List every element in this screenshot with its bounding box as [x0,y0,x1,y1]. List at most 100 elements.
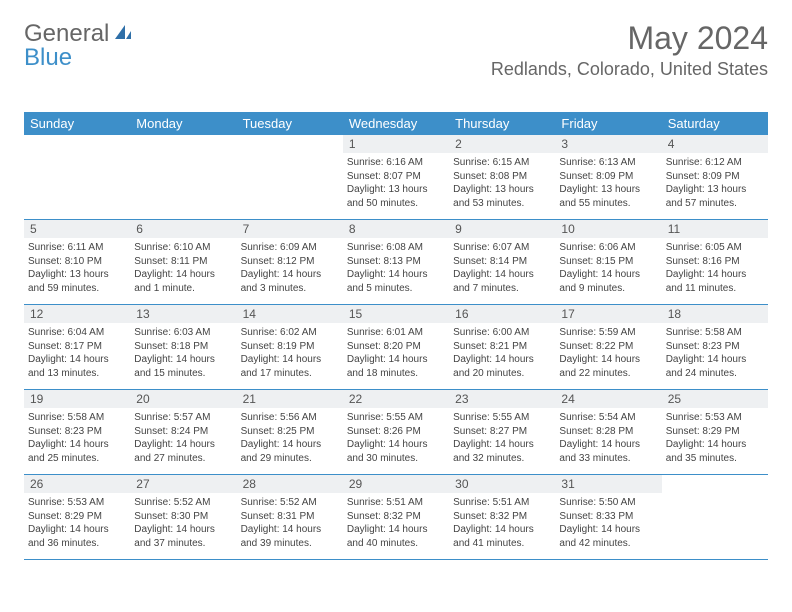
day-daylight1: Daylight: 14 hours [134,523,232,537]
day-cell: 9 Sunrise: 6:07 AMSunset: 8:14 PMDaylight… [449,220,555,304]
day-sunrise: Sunrise: 5:56 AM [241,411,339,425]
day-body: Sunrise: 5:53 AMSunset: 8:29 PMDaylight:… [662,408,768,471]
day-cell: 19Sunrise: 5:58 AMSunset: 8:23 PMDayligh… [24,390,130,474]
day-number: 3 [555,135,661,153]
day-sunset: Sunset: 8:18 PM [134,340,232,354]
weekday-saturday: Saturday [662,112,768,135]
day-sunset: Sunset: 8:32 PM [347,510,445,524]
day-cell: 27Sunrise: 5:52 AMSunset: 8:30 PMDayligh… [130,475,236,559]
day-daylight1: Daylight: 14 hours [28,438,126,452]
day-body: Sunrise: 5:55 AMSunset: 8:27 PMDaylight:… [449,408,555,471]
day-number: 14 [237,305,343,323]
day-daylight2: and 11 minutes. [666,282,764,296]
day-daylight1: Daylight: 13 hours [347,183,445,197]
day-cell: 16Sunrise: 6:00 AMSunset: 8:21 PMDayligh… [449,305,555,389]
day-empty: 0 [24,135,130,219]
day-daylight1: Daylight: 14 hours [347,268,445,282]
day-sunset: Sunset: 8:26 PM [347,425,445,439]
weekday-wednesday: Wednesday [343,112,449,135]
day-sunrise: Sunrise: 6:15 AM [453,156,551,170]
day-daylight1: Daylight: 14 hours [28,353,126,367]
day-sunset: Sunset: 8:23 PM [28,425,126,439]
day-cell: 17Sunrise: 5:59 AMSunset: 8:22 PMDayligh… [555,305,661,389]
day-number: 21 [237,390,343,408]
day-sunrise: Sunrise: 6:12 AM [666,156,764,170]
weekday-sunday: Sunday [24,112,130,135]
day-body: Sunrise: 5:51 AMSunset: 8:32 PMDaylight:… [449,493,555,556]
week-row: 12Sunrise: 6:04 AMSunset: 8:17 PMDayligh… [24,305,768,390]
day-daylight1: Daylight: 13 hours [559,183,657,197]
day-empty: 0 [662,475,768,559]
week-row: 5Sunrise: 6:11 AMSunset: 8:10 PMDaylight… [24,220,768,305]
month-title: May 2024 [491,20,768,57]
day-sunrise: Sunrise: 5:58 AM [28,411,126,425]
day-sunrise: Sunrise: 5:50 AM [559,496,657,510]
day-daylight2: and 36 minutes. [28,537,126,551]
day-sunrise: Sunrise: 6:06 AM [559,241,657,255]
day-daylight1: Daylight: 14 hours [453,353,551,367]
day-number: 6 [130,220,236,238]
day-daylight1: Daylight: 14 hours [666,268,764,282]
day-number: 12 [24,305,130,323]
day-cell: 20Sunrise: 5:57 AMSunset: 8:24 PMDayligh… [130,390,236,474]
day-sunset: Sunset: 8:09 PM [666,170,764,184]
day-daylight2: and 41 minutes. [453,537,551,551]
day-sunrise: Sunrise: 5:58 AM [666,326,764,340]
day-sunrise: Sunrise: 5:55 AM [347,411,445,425]
day-body: Sunrise: 6:03 AMSunset: 8:18 PMDaylight:… [130,323,236,386]
day-daylight1: Daylight: 14 hours [28,523,126,537]
day-cell: 28Sunrise: 5:52 AMSunset: 8:31 PMDayligh… [237,475,343,559]
day-number: 30 [449,475,555,493]
day-sunset: Sunset: 8:11 PM [134,255,232,269]
day-daylight2: and 20 minutes. [453,367,551,381]
day-daylight1: Daylight: 14 hours [453,438,551,452]
day-daylight2: and 1 minute. [134,282,232,296]
day-body: Sunrise: 6:04 AMSunset: 8:17 PMDaylight:… [24,323,130,386]
day-daylight2: and 5 minutes. [347,282,445,296]
day-cell: 26Sunrise: 5:53 AMSunset: 8:29 PMDayligh… [24,475,130,559]
day-sunset: Sunset: 8:17 PM [28,340,126,354]
day-cell: 8Sunrise: 6:08 AMSunset: 8:13 PMDaylight… [343,220,449,304]
day-body: Sunrise: 6:00 AMSunset: 8:21 PMDaylight:… [449,323,555,386]
weekday-friday: Friday [555,112,661,135]
day-body: Sunrise: 5:55 AMSunset: 8:26 PMDaylight:… [343,408,449,471]
day-number: 10 [555,220,661,238]
day-daylight1: Daylight: 14 hours [241,438,339,452]
day-daylight1: Daylight: 14 hours [453,268,551,282]
day-body: Sunrise: 6:06 AMSunset: 8:15 PMDaylight:… [555,238,661,301]
day-number: 22 [343,390,449,408]
day-daylight2: and 7 minutes. [453,282,551,296]
day-number: 19 [24,390,130,408]
day-body: Sunrise: 5:52 AMSunset: 8:31 PMDaylight:… [237,493,343,556]
day-sunset: Sunset: 8:16 PM [666,255,764,269]
day-daylight2: and 18 minutes. [347,367,445,381]
day-number: 9 [449,220,555,238]
day-daylight2: and 15 minutes. [134,367,232,381]
day-sunset: Sunset: 8:29 PM [28,510,126,524]
day-daylight1: Daylight: 14 hours [666,438,764,452]
day-empty: 0 [237,135,343,219]
day-sunrise: Sunrise: 6:13 AM [559,156,657,170]
day-body: Sunrise: 5:58 AMSunset: 8:23 PMDaylight:… [24,408,130,471]
weekday-monday: Monday [130,112,236,135]
day-daylight1: Daylight: 14 hours [134,268,232,282]
day-body: Sunrise: 5:57 AMSunset: 8:24 PMDaylight:… [130,408,236,471]
day-cell: 10Sunrise: 6:06 AMSunset: 8:15 PMDayligh… [555,220,661,304]
day-body: Sunrise: 5:52 AMSunset: 8:30 PMDaylight:… [130,493,236,556]
day-number: 29 [343,475,449,493]
day-daylight1: Daylight: 13 hours [666,183,764,197]
day-cell: 14Sunrise: 6:02 AMSunset: 8:19 PMDayligh… [237,305,343,389]
day-sunrise: Sunrise: 6:07 AM [453,241,551,255]
day-cell: 1Sunrise: 6:16 AMSunset: 8:07 PMDaylight… [343,135,449,219]
day-sunrise: Sunrise: 5:51 AM [347,496,445,510]
day-number: 15 [343,305,449,323]
day-daylight1: Daylight: 14 hours [134,438,232,452]
day-daylight1: Daylight: 14 hours [347,353,445,367]
day-number: 20 [130,390,236,408]
day-sunset: Sunset: 8:31 PM [241,510,339,524]
day-cell: 30Sunrise: 5:51 AMSunset: 8:32 PMDayligh… [449,475,555,559]
day-sunset: Sunset: 8:19 PM [241,340,339,354]
day-sunset: Sunset: 8:15 PM [559,255,657,269]
day-sunrise: Sunrise: 6:16 AM [347,156,445,170]
day-sunset: Sunset: 8:14 PM [453,255,551,269]
